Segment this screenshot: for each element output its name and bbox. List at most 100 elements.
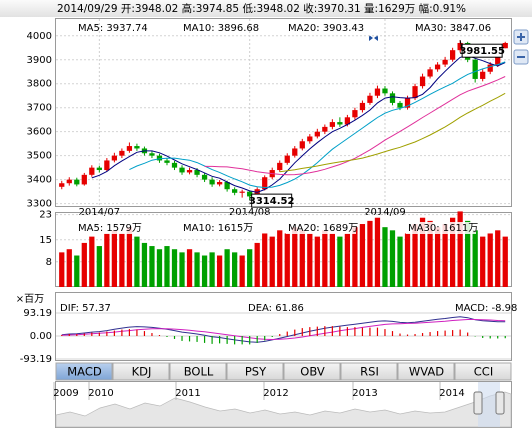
volume-bar bbox=[201, 255, 208, 287]
main-panel bbox=[55, 18, 512, 207]
navigator-window[interactable] bbox=[478, 382, 500, 427]
volume-bar bbox=[224, 249, 230, 287]
volume-bar bbox=[59, 252, 65, 287]
macd-line bbox=[61, 316, 506, 343]
volume-bar bbox=[247, 249, 253, 287]
zoom-in-icon bbox=[517, 33, 525, 41]
unit-label: ×百万 bbox=[16, 293, 44, 305]
candle-body bbox=[74, 179, 80, 185]
legend-entry: MA30: 1611万 bbox=[408, 223, 478, 234]
volume-bar bbox=[382, 227, 388, 287]
legend-bg bbox=[181, 222, 251, 234]
volume-bar bbox=[472, 230, 478, 287]
tab[interactable] bbox=[55, 362, 113, 381]
candle-body bbox=[487, 64, 493, 72]
tab-label: BOLL bbox=[184, 365, 214, 379]
candle-body bbox=[284, 155, 290, 163]
volume-bar bbox=[171, 249, 178, 287]
candle-body bbox=[314, 131, 320, 137]
candle-body bbox=[502, 42, 508, 49]
candle-body bbox=[367, 95, 373, 103]
tab[interactable] bbox=[283, 362, 341, 381]
tab[interactable] bbox=[169, 362, 227, 381]
candle-body bbox=[412, 86, 418, 99]
candle-body bbox=[111, 155, 118, 161]
legend-entry: DIF: 57.37 bbox=[60, 303, 111, 314]
candle-body bbox=[134, 146, 140, 149]
volume-bar bbox=[434, 227, 441, 287]
volume-bar bbox=[495, 230, 501, 287]
tab-label: KDJ bbox=[132, 365, 152, 379]
candle-body bbox=[457, 42, 463, 51]
volume-bar bbox=[239, 255, 245, 287]
volume-bar bbox=[292, 227, 298, 287]
candle-body bbox=[389, 93, 396, 103]
candle-body bbox=[96, 167, 102, 171]
candle-body bbox=[299, 141, 305, 149]
candle-body bbox=[59, 183, 65, 187]
period-marker bbox=[369, 35, 378, 41]
volume-bar bbox=[149, 246, 155, 287]
legend-bg bbox=[76, 222, 146, 234]
candle-body bbox=[307, 136, 313, 142]
tab-label: RSI bbox=[360, 365, 379, 379]
legend-entry: MA30: 3847.06 bbox=[415, 23, 491, 34]
volume-bar bbox=[480, 236, 486, 287]
volume-bar bbox=[232, 252, 238, 287]
x-tick-label: 2014/07 bbox=[79, 207, 121, 218]
ma-line bbox=[204, 76, 506, 176]
x-tick-label: 2014/09 bbox=[364, 207, 406, 218]
y-tick-label: 15 bbox=[39, 235, 52, 246]
candle-body bbox=[247, 191, 253, 197]
volume-bar bbox=[89, 236, 95, 287]
year-label: 2009 bbox=[53, 388, 78, 399]
volume-bar bbox=[186, 249, 193, 287]
y-tick-label: -93.19 bbox=[20, 354, 52, 365]
volume-bar bbox=[216, 255, 223, 287]
candle-body bbox=[337, 122, 343, 125]
tab-label: OBV bbox=[300, 365, 325, 379]
volume-bar bbox=[96, 246, 102, 287]
tab-label: MACD bbox=[67, 365, 102, 379]
volume-bar bbox=[262, 233, 268, 287]
candle-body bbox=[186, 170, 193, 173]
candle-body bbox=[277, 162, 283, 171]
header-bar bbox=[0, 0, 532, 17]
navigator-handle-left[interactable] bbox=[473, 391, 483, 415]
tab[interactable] bbox=[226, 362, 284, 381]
volume-bar bbox=[374, 217, 381, 287]
volume-bar bbox=[307, 233, 313, 287]
legend-entry: MA10: 3896.68 bbox=[183, 23, 259, 34]
legend-entry: MA20: 3903.43 bbox=[288, 23, 364, 34]
tab-label: WVAD bbox=[409, 365, 444, 379]
volume-bar bbox=[209, 252, 215, 287]
volume-bar bbox=[104, 233, 110, 287]
macd-line bbox=[61, 319, 506, 341]
navigator-handle-right[interactable] bbox=[495, 391, 505, 415]
candle-body bbox=[262, 177, 268, 190]
candle-body bbox=[359, 102, 366, 111]
candle-body bbox=[292, 148, 298, 156]
candle-body bbox=[382, 88, 388, 94]
tab[interactable] bbox=[397, 362, 455, 381]
y-tick-label: 3700 bbox=[27, 103, 52, 114]
volume-bar bbox=[284, 233, 290, 287]
candle-body bbox=[66, 179, 72, 184]
y-tick-label: 4000 bbox=[27, 31, 52, 42]
volume-bar bbox=[389, 230, 396, 287]
volume-bar bbox=[404, 233, 411, 287]
annotation-box bbox=[461, 43, 503, 58]
tab[interactable] bbox=[340, 362, 398, 381]
candle-body bbox=[419, 76, 426, 87]
volume-bar bbox=[277, 230, 283, 287]
candle-body bbox=[329, 122, 335, 127]
tab[interactable] bbox=[112, 362, 170, 381]
candle-body bbox=[480, 71, 486, 79]
tab[interactable] bbox=[454, 362, 512, 381]
candle-body bbox=[442, 59, 448, 65]
header-text: 2014/09/29 开:3948.02 高:3974.85 低:3948.02… bbox=[57, 2, 466, 15]
candle-body bbox=[179, 167, 185, 173]
volume-bar bbox=[269, 236, 275, 287]
legend-bg bbox=[286, 222, 356, 234]
